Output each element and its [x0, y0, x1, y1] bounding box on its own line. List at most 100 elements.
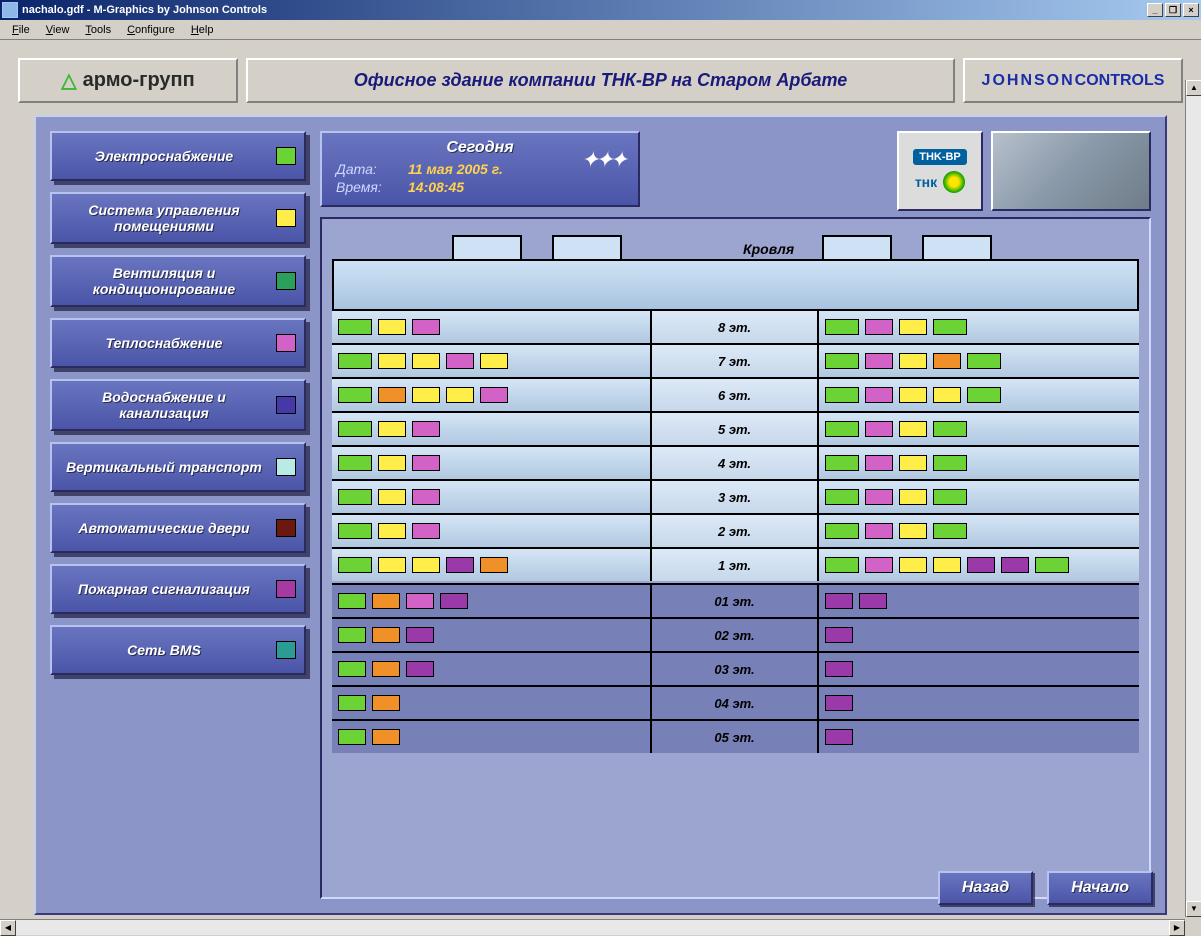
- sidebar-item-3[interactable]: Теплоснабжение: [50, 318, 306, 368]
- zone-indicator[interactable]: [825, 593, 853, 609]
- menu-help[interactable]: Help: [183, 22, 222, 38]
- zone-indicator[interactable]: [412, 353, 440, 369]
- zone-indicator[interactable]: [865, 319, 893, 335]
- zone-indicator[interactable]: [825, 387, 859, 403]
- sidebar-item-7[interactable]: Пожарная сигнализация: [50, 564, 306, 614]
- zone-indicator[interactable]: [865, 421, 893, 437]
- floor-row[interactable]: 3 эт.: [332, 479, 1139, 513]
- zone-indicator[interactable]: [378, 489, 406, 505]
- floor-row[interactable]: 02 эт.: [332, 617, 1139, 651]
- zone-indicator[interactable]: [865, 455, 893, 471]
- zone-indicator[interactable]: [338, 489, 372, 505]
- zone-indicator[interactable]: [825, 455, 859, 471]
- zone-indicator[interactable]: [338, 627, 366, 643]
- zone-indicator[interactable]: [378, 557, 406, 573]
- zone-indicator[interactable]: [412, 557, 440, 573]
- floor-row[interactable]: 8 эт.: [332, 309, 1139, 343]
- sidebar-item-0[interactable]: Электроснабжение: [50, 131, 306, 181]
- sidebar-item-2[interactable]: Вентиляция и кондиционирование: [50, 255, 306, 307]
- zone-indicator[interactable]: [1001, 557, 1029, 573]
- zone-indicator[interactable]: [412, 523, 440, 539]
- zone-indicator[interactable]: [378, 353, 406, 369]
- zone-indicator[interactable]: [825, 661, 853, 677]
- zone-indicator[interactable]: [412, 455, 440, 471]
- sidebar-item-4[interactable]: Водоснабжение и канализация: [50, 379, 306, 431]
- zone-indicator[interactable]: [825, 353, 859, 369]
- floor-row[interactable]: 4 эт.: [332, 445, 1139, 479]
- floor-row[interactable]: 1 эт.: [332, 547, 1139, 581]
- zone-indicator[interactable]: [899, 489, 927, 505]
- zone-indicator[interactable]: [372, 729, 400, 745]
- menu-view[interactable]: View: [38, 22, 78, 38]
- close-button[interactable]: ×: [1183, 3, 1199, 17]
- zone-indicator[interactable]: [825, 489, 859, 505]
- zone-indicator[interactable]: [378, 523, 406, 539]
- zone-indicator[interactable]: [933, 387, 961, 403]
- zone-indicator[interactable]: [933, 557, 961, 573]
- zone-indicator[interactable]: [865, 353, 893, 369]
- zone-indicator[interactable]: [412, 489, 440, 505]
- back-button[interactable]: Назад: [938, 871, 1033, 905]
- zone-indicator[interactable]: [338, 523, 372, 539]
- floor-row[interactable]: 01 эт.: [332, 583, 1139, 617]
- zone-indicator[interactable]: [406, 627, 434, 643]
- zone-indicator[interactable]: [899, 319, 927, 335]
- zone-indicator[interactable]: [933, 319, 967, 335]
- zone-indicator[interactable]: [899, 353, 927, 369]
- zone-indicator[interactable]: [899, 387, 927, 403]
- zone-indicator[interactable]: [480, 387, 508, 403]
- zone-indicator[interactable]: [338, 455, 372, 471]
- zone-indicator[interactable]: [440, 593, 468, 609]
- zone-indicator[interactable]: [378, 455, 406, 471]
- horizontal-scrollbar[interactable]: ◀ ▶: [0, 919, 1185, 935]
- zone-indicator[interactable]: [480, 557, 508, 573]
- menu-configure[interactable]: Configure: [119, 22, 183, 38]
- zone-indicator[interactable]: [967, 353, 1001, 369]
- zone-indicator[interactable]: [372, 627, 400, 643]
- zone-indicator[interactable]: [372, 695, 400, 711]
- zone-indicator[interactable]: [338, 695, 366, 711]
- zone-indicator[interactable]: [865, 557, 893, 573]
- zone-indicator[interactable]: [865, 387, 893, 403]
- sidebar-item-8[interactable]: Сеть BMS: [50, 625, 306, 675]
- floor-row[interactable]: 2 эт.: [332, 513, 1139, 547]
- zone-indicator[interactable]: [378, 387, 406, 403]
- zone-indicator[interactable]: [412, 421, 440, 437]
- floor-row[interactable]: 03 эт.: [332, 651, 1139, 685]
- zone-indicator[interactable]: [480, 353, 508, 369]
- scroll-right-icon[interactable]: ▶: [1169, 920, 1185, 936]
- zone-indicator[interactable]: [406, 593, 434, 609]
- floor-row[interactable]: 7 эт.: [332, 343, 1139, 377]
- zone-indicator[interactable]: [825, 421, 859, 437]
- zone-indicator[interactable]: [899, 523, 927, 539]
- zone-indicator[interactable]: [899, 557, 927, 573]
- zone-indicator[interactable]: [338, 319, 372, 335]
- scroll-left-icon[interactable]: ◀: [0, 920, 16, 936]
- zone-indicator[interactable]: [338, 387, 372, 403]
- zone-indicator[interactable]: [865, 489, 893, 505]
- zone-indicator[interactable]: [933, 489, 967, 505]
- zone-indicator[interactable]: [446, 557, 474, 573]
- zone-indicator[interactable]: [372, 593, 400, 609]
- floor-row[interactable]: 6 эт.: [332, 377, 1139, 411]
- zone-indicator[interactable]: [412, 319, 440, 335]
- zone-indicator[interactable]: [899, 421, 927, 437]
- sidebar-item-1[interactable]: Система управления помещениями: [50, 192, 306, 244]
- zone-indicator[interactable]: [859, 593, 887, 609]
- home-button[interactable]: Начало: [1047, 871, 1153, 905]
- sidebar-item-5[interactable]: Вертикальный транспорт: [50, 442, 306, 492]
- zone-indicator[interactable]: [338, 421, 372, 437]
- scroll-up-icon[interactable]: ▲: [1186, 80, 1201, 96]
- zone-indicator[interactable]: [412, 387, 440, 403]
- sidebar-item-6[interactable]: Автоматические двери: [50, 503, 306, 553]
- vertical-scrollbar[interactable]: ▲ ▼: [1185, 80, 1201, 917]
- scroll-down-icon[interactable]: ▼: [1186, 901, 1201, 917]
- zone-indicator[interactable]: [933, 455, 967, 471]
- zone-indicator[interactable]: [378, 421, 406, 437]
- maximize-button[interactable]: ❐: [1165, 3, 1181, 17]
- zone-indicator[interactable]: [372, 661, 400, 677]
- floor-row[interactable]: 5 эт.: [332, 411, 1139, 445]
- zone-indicator[interactable]: [933, 523, 967, 539]
- zone-indicator[interactable]: [406, 661, 434, 677]
- zone-indicator[interactable]: [338, 557, 372, 573]
